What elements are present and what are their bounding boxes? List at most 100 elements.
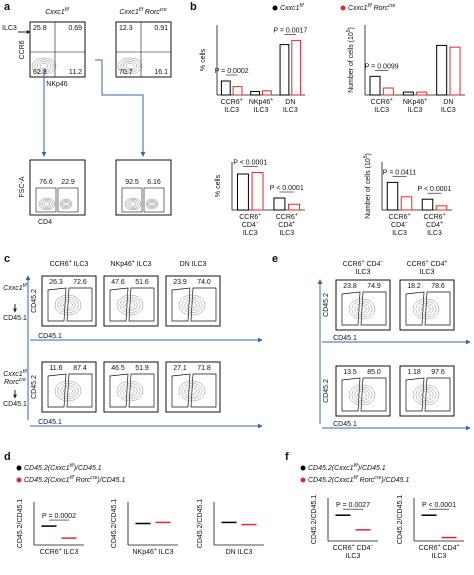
- gate: [190, 373, 217, 408]
- text-part: DN: [443, 99, 453, 106]
- bar: [402, 91, 414, 96]
- gate-value: 62.3: [33, 69, 47, 76]
- axis-label: CD45.2: [323, 379, 330, 403]
- contour: [421, 305, 431, 313]
- text-part: )/CD45.1: [357, 465, 386, 472]
- contour: [54, 294, 82, 316]
- contour: [119, 296, 141, 314]
- text-part: ILC3: [420, 269, 435, 276]
- bar: [220, 80, 231, 96]
- axis-label: CD45.1: [38, 419, 62, 426]
- text-part: ILC3: [356, 269, 371, 276]
- row-label: CD45.1: [3, 401, 27, 408]
- legend-label: Cxxc1f/f Rorccre: [348, 3, 396, 12]
- contour: [178, 380, 206, 402]
- axis-label: CD45.2: [31, 289, 38, 313]
- contour: [40, 199, 54, 209]
- gate-value: 23.8: [343, 283, 357, 290]
- text-part: % cells: [215, 174, 222, 197]
- text-part: ILC3: [374, 107, 389, 114]
- bar: [261, 90, 272, 96]
- text-part: ILC3: [283, 107, 298, 114]
- p-value: P = 0.0027: [336, 502, 370, 509]
- gate-value: 13.5: [343, 369, 357, 376]
- text-part: CD45.2/CD45.1: [111, 499, 118, 549]
- text-part: −: [405, 220, 408, 226]
- text-part: ILC3: [408, 107, 423, 114]
- axis-label: CD4: [38, 219, 52, 226]
- axis-label: CD45.1: [38, 333, 62, 340]
- text-part: +: [426, 259, 429, 265]
- text-part: Cxxc1: [119, 9, 139, 16]
- contour: [120, 59, 140, 73]
- gate: [109, 287, 129, 322]
- panel-label: a: [4, 1, 11, 13]
- text-part: ILC3: [346, 553, 361, 560]
- contour: [351, 386, 373, 404]
- gate-value: 51.6: [135, 279, 149, 286]
- x-tick-label: CCR6+ CD4+ ILC3: [419, 543, 460, 560]
- bar: [288, 203, 301, 211]
- contour: [123, 61, 137, 71]
- contour: [351, 300, 373, 318]
- y-axis-label: CD45.2/CD45.1: [311, 495, 318, 545]
- text-part: CD4: [365, 261, 381, 268]
- gate-value: 72.6: [73, 279, 87, 286]
- contour: [122, 385, 138, 397]
- p-value: P = 0.0002: [215, 68, 249, 75]
- text-part: +: [132, 259, 135, 265]
- axis-label: CD45.2: [323, 293, 330, 317]
- text-part: CD45.2(Cxxc1: [24, 477, 70, 484]
- text-part: DN ILC3: [180, 261, 207, 268]
- text-part: NKp46: [249, 99, 271, 106]
- text-part: CCR6: [40, 549, 59, 556]
- text-part: CCR6: [419, 545, 438, 552]
- axis-label: CCR6: [19, 40, 26, 59]
- gate-value: 11.6: [49, 365, 62, 372]
- text-part: f/f: [23, 283, 28, 289]
- axis-label: CD45.1: [333, 335, 357, 342]
- text-part: cre: [374, 475, 381, 481]
- gate: [66, 287, 93, 322]
- flow-plot: [41, 361, 97, 413]
- legend-label: CD45.2(Cxxc1f/f)/CD45.1: [24, 463, 102, 472]
- text-part: )/CD45.1: [380, 477, 409, 484]
- flow-plot: [29, 159, 86, 216]
- gate-value: 46.5: [111, 365, 125, 372]
- legend-marker: [16, 465, 22, 471]
- gate-value: 74.9: [367, 283, 381, 290]
- bar: [386, 181, 399, 211]
- flow-plot: [399, 365, 455, 417]
- text-part: f/f: [299, 3, 304, 9]
- contour: [117, 57, 143, 75]
- text-part: −: [371, 543, 374, 549]
- p-value: P < 0.0001: [270, 185, 304, 192]
- text-part: Rorc: [143, 9, 160, 16]
- text-part: CD45.2/CD45.1: [311, 495, 318, 545]
- contour: [149, 202, 155, 206]
- gate: [405, 291, 425, 326]
- gate-value: 23.9: [173, 279, 187, 286]
- text-part: ILC3: [72, 261, 89, 268]
- gate: [47, 287, 67, 322]
- gate: [143, 187, 165, 213]
- contour: [187, 387, 197, 395]
- flow-plot: [335, 365, 391, 417]
- text-part: +: [362, 259, 365, 265]
- text-part: +: [69, 259, 72, 265]
- bar: [250, 91, 261, 96]
- gate: [109, 373, 129, 408]
- x-tick-label: CCR6+ ILC3: [221, 97, 243, 114]
- contour: [421, 391, 431, 399]
- gate-value: 12.3: [119, 25, 133, 32]
- gate: [121, 187, 143, 213]
- bar: [416, 91, 428, 96]
- text-part: +: [440, 220, 443, 226]
- gate-value: 0.69: [68, 25, 82, 32]
- text-part: % cells: [200, 48, 207, 71]
- bar: [382, 87, 394, 96]
- contour: [60, 299, 76, 311]
- gate: [341, 377, 361, 412]
- text-part: Number of cells (10: [348, 32, 355, 93]
- gate-value: 87.4: [73, 365, 87, 372]
